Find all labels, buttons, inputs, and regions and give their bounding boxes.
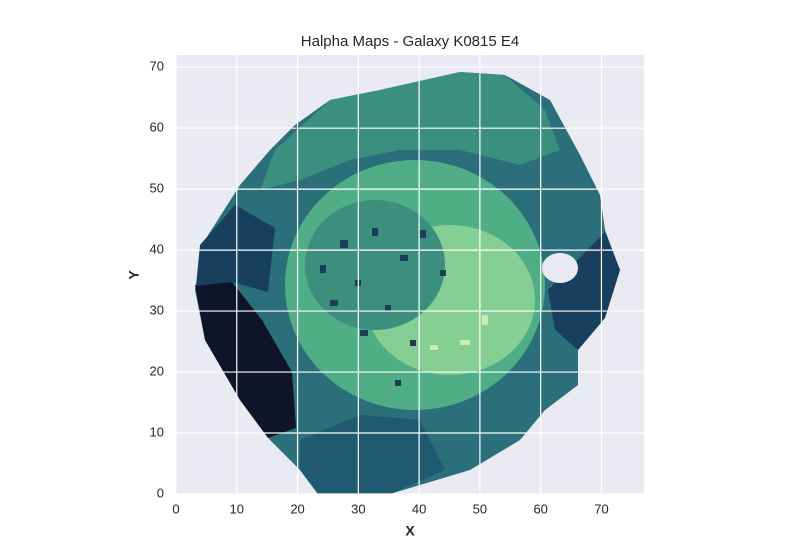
y-tick-label: 70: [150, 59, 164, 74]
y-tick-label: 0: [157, 485, 164, 500]
x-tick-label: 30: [351, 501, 365, 516]
x-tick-label: 10: [230, 501, 244, 516]
chart-title: Halpha Maps - Galaxy K0815 E4: [301, 33, 519, 50]
x-tick-label: 20: [290, 501, 304, 516]
x-tick-label: 0: [172, 501, 179, 516]
x-axis-label: X: [405, 523, 415, 539]
galaxy-hole: [542, 253, 578, 283]
y-tick-label: 50: [150, 181, 164, 196]
x-tick-label: 50: [473, 501, 487, 516]
y-tick-label: 40: [150, 242, 164, 257]
x-tick-label: 60: [533, 501, 547, 516]
x-tick-label: 70: [594, 501, 608, 516]
y-axis-label: Y: [126, 270, 142, 280]
y-tick-label: 60: [150, 120, 164, 135]
galaxy-navy-left: [196, 205, 275, 292]
y-tick-label: 30: [150, 303, 164, 318]
y-tick-label: 10: [150, 424, 164, 439]
galaxy-dark-left: [195, 282, 296, 438]
y-tick-label: 20: [150, 363, 164, 378]
x-tick-label: 40: [412, 501, 426, 516]
galaxy-top: [260, 72, 560, 190]
galaxy-bottom: [300, 415, 445, 494]
galaxy-highlights: [430, 315, 488, 350]
galaxy-mottle: [305, 200, 445, 330]
